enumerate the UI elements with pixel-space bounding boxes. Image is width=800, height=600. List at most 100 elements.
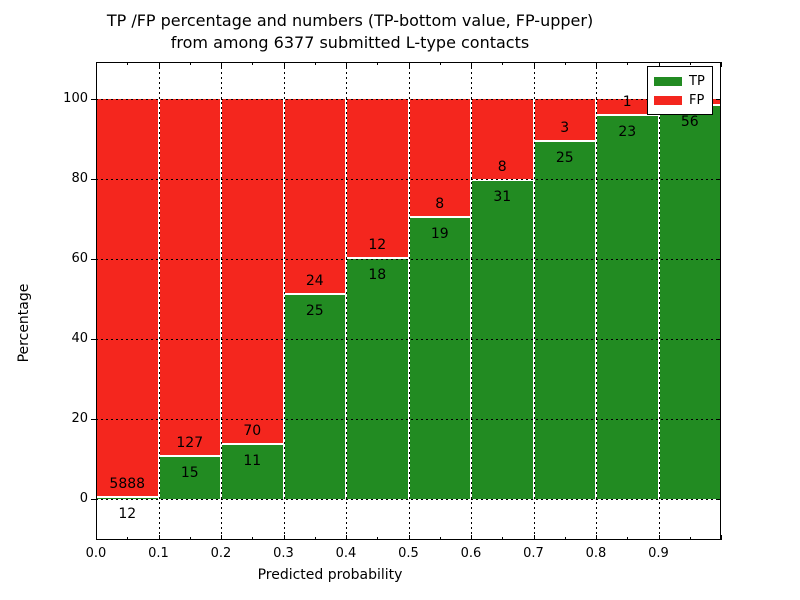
- bar-segment-tp: [97, 498, 158, 499]
- gridline-horizontal: [96, 179, 721, 180]
- x-major-tick-bottom: [659, 535, 660, 540]
- x-tick-label: 0.0: [85, 546, 107, 561]
- bar-label-fp: 24: [305, 272, 324, 289]
- x-major-tick-top: [284, 62, 285, 67]
- x-major-tick-top: [346, 62, 347, 67]
- gridline-vertical: [409, 62, 410, 540]
- x-minor-tick-bottom: [565, 537, 566, 540]
- y-major-tick-left: [91, 419, 96, 420]
- y-major-tick-left: [91, 339, 96, 340]
- x-minor-tick-top: [377, 62, 378, 65]
- bar-label-fp: 127: [176, 434, 204, 451]
- gridline-horizontal: [96, 259, 721, 260]
- x-minor-tick-top: [252, 62, 253, 65]
- bar-label-fp: 3: [560, 119, 570, 136]
- gridline-vertical: [534, 62, 535, 540]
- y-major-tick-left: [91, 259, 96, 260]
- x-major-tick-bottom: [409, 535, 410, 540]
- y-tick-label: 80: [71, 171, 88, 186]
- bar-segment-fp: [409, 99, 470, 218]
- gridline-horizontal: [96, 499, 721, 500]
- gridline-vertical: [471, 62, 472, 540]
- gridline-vertical: [221, 62, 222, 540]
- tp-swatch-icon: [654, 77, 682, 86]
- bar-segment-fp: [472, 99, 533, 182]
- y-major-tick-left: [91, 499, 96, 500]
- bar-segment-fp: [284, 99, 345, 295]
- x-major-tick-top: [96, 62, 97, 67]
- bar-segment-tp: [659, 106, 720, 499]
- legend-item-tp: TP: [654, 72, 706, 91]
- x-minor-tick-top: [565, 62, 566, 65]
- gridline-horizontal: [96, 339, 721, 340]
- x-minor-tick-top: [190, 62, 191, 65]
- gridline-vertical: [596, 62, 597, 540]
- x-major-tick-bottom: [721, 535, 722, 540]
- x-minor-tick-bottom: [252, 537, 253, 540]
- y-major-tick-right: [716, 339, 721, 340]
- bar-segment-tp: [534, 141, 595, 499]
- x-major-tick-bottom: [284, 535, 285, 540]
- x-major-tick-bottom: [596, 535, 597, 540]
- x-major-tick-bottom: [221, 535, 222, 540]
- bar-label-fp: 5888: [109, 476, 146, 493]
- bar-segment-fp: [222, 99, 283, 445]
- bar-segment-fp: [159, 99, 220, 457]
- bar-label-fp: 8: [497, 159, 507, 176]
- legend-item-fp: FP: [654, 91, 706, 110]
- bar-segment-tp: [222, 444, 283, 499]
- bar-segment-tp: [159, 456, 220, 499]
- y-major-tick-right: [716, 179, 721, 180]
- bar-label-tp: 18: [368, 267, 387, 283]
- x-major-tick-top: [409, 62, 410, 67]
- x-major-tick-top: [596, 62, 597, 67]
- x-tick-label: 0.1: [148, 546, 169, 561]
- x-minor-tick-bottom: [502, 537, 503, 540]
- x-tick-label: 0.9: [648, 546, 669, 561]
- y-major-tick-right: [716, 99, 721, 100]
- y-tick-label: 40: [71, 331, 88, 346]
- gridline-horizontal: [96, 99, 721, 100]
- bar-segment-tp: [284, 294, 345, 499]
- legend: TP FP: [647, 66, 713, 115]
- fp-swatch-icon: [654, 96, 682, 105]
- bar-label-tp: 56: [680, 114, 699, 131]
- x-minor-tick-top: [315, 62, 316, 65]
- gridline-vertical: [284, 62, 285, 540]
- x-minor-tick-top: [627, 62, 628, 65]
- x-major-tick-top: [471, 62, 472, 67]
- x-axis-label: Predicted probability: [257, 567, 403, 583]
- gridline-vertical: [659, 62, 660, 540]
- y-major-tick-right: [716, 259, 721, 260]
- bar-segment-tp: [472, 181, 533, 499]
- bar-label-tp: 31: [493, 189, 512, 206]
- y-tick-label: 0: [79, 491, 88, 506]
- y-major-tick-left: [91, 99, 96, 100]
- bar-segment-fp: [97, 99, 158, 499]
- x-tick-label: 0.6: [460, 546, 482, 561]
- x-minor-tick-bottom: [627, 537, 628, 540]
- x-minor-tick-bottom: [377, 537, 378, 540]
- y-tick-label: 60: [71, 251, 88, 266]
- x-tick-label: 0.3: [273, 546, 294, 561]
- y-tick-label: 100: [63, 91, 88, 106]
- x-minor-tick-top: [127, 62, 128, 65]
- bar-label-fp: 12: [368, 237, 387, 253]
- bar-label-tp: 15: [180, 464, 199, 481]
- bar-label-tp: 23: [618, 123, 637, 140]
- x-minor-tick-bottom: [440, 537, 441, 540]
- bar-segment-tp: [347, 259, 408, 499]
- x-major-tick-bottom: [471, 535, 472, 540]
- bar-label-tp: 11: [243, 452, 262, 469]
- x-major-tick-top: [534, 62, 535, 67]
- x-major-tick-bottom: [534, 535, 535, 540]
- bar-segment-tp: [597, 115, 658, 499]
- y-major-tick-right: [716, 419, 721, 420]
- chart-title-line1: TP /FP percentage and numbers (TP-bottom…: [106, 11, 594, 30]
- bar-label-tp: 12: [118, 506, 137, 523]
- x-major-tick-top: [159, 62, 160, 67]
- y-tick-label: 20: [71, 411, 88, 426]
- x-tick-label: 0.5: [398, 546, 419, 561]
- bar-label-tp: 25: [555, 149, 574, 166]
